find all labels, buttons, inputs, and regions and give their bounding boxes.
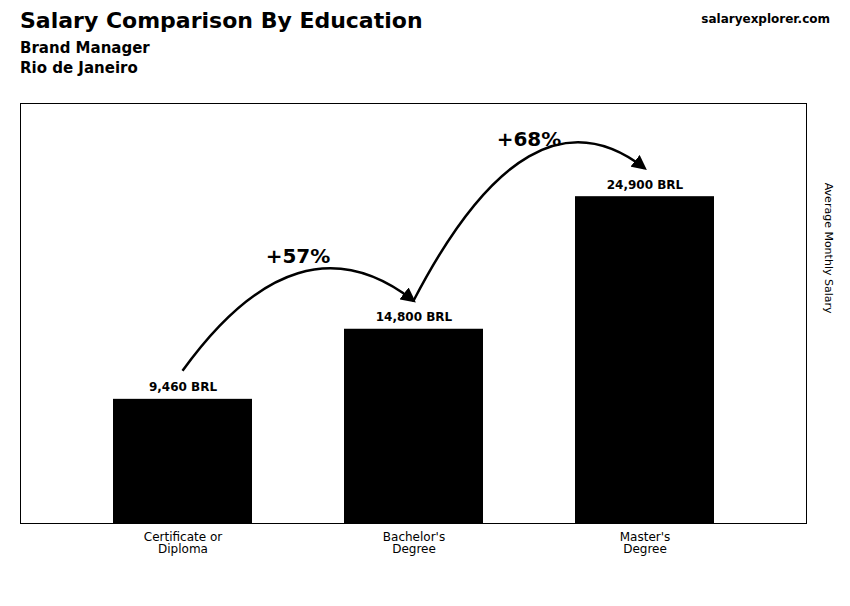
html-text:Rio de Janeiro: Rio de Janeiro [20,59,138,77]
html-text:Salary Comparison By Education: Salary Comparison By Education [20,8,423,33]
svg-text:+68%: +68% [497,127,562,151]
svg-text:14,800 BRL: 14,800 BRL [376,310,453,324]
svg-text:Bachelor'sDegree: Bachelor'sDegree [383,530,445,556]
svg-text:24,900 BRL: 24,900 BRL [607,178,684,192]
svg-text:+57%: +57% [266,244,331,268]
html-text:salaryexplorer.com: salaryexplorer.com [701,12,830,26]
svg-text:Average Monthly Salary: Average Monthly Salary [822,183,835,314]
svg-text:9,460 BRL: 9,460 BRL [149,380,218,394]
html-text:Brand Manager: Brand Manager [20,39,150,57]
svg-text:Certificate orDiploma: Certificate orDiploma [144,530,222,556]
svg-text:Master'sDegree: Master'sDegree [620,530,671,556]
